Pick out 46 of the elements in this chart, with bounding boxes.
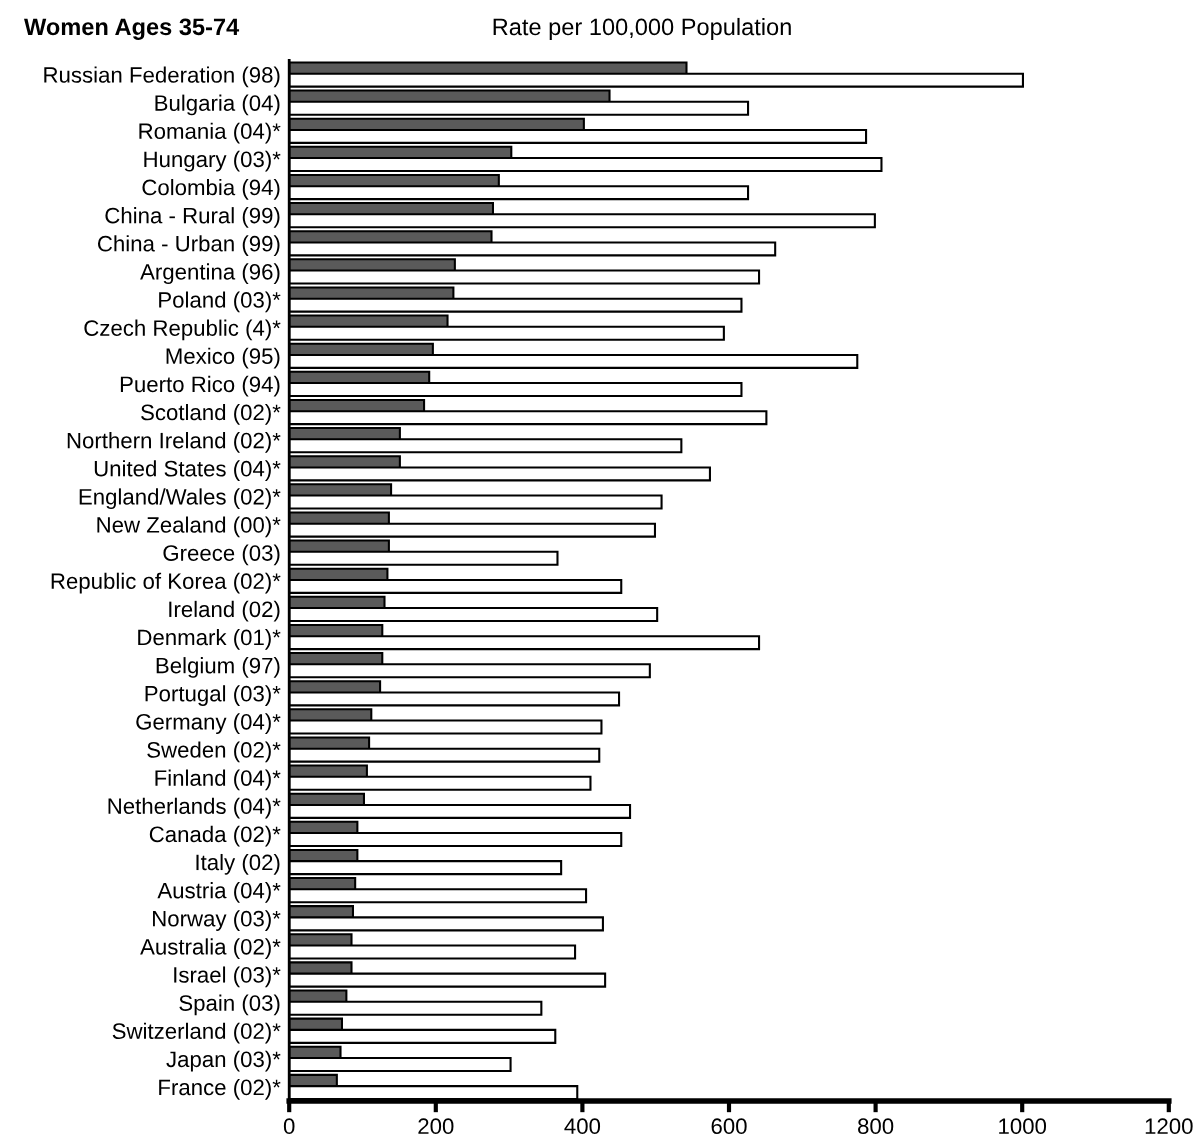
y-tick-label: Canada (02)* (149, 825, 281, 847)
y-tick-label: Sweden (02)* (147, 741, 281, 763)
x-tick-label: 800 (858, 1118, 894, 1135)
y-tick-label: Australia (02)* (140, 938, 281, 960)
y-tick-label: United States (04)* (94, 460, 281, 481)
y-tick-label: New Zealand (00)* (97, 516, 281, 538)
y-tick-label: China - Urban (99) (97, 235, 280, 256)
y-tick-label: Israel (03)* (174, 966, 281, 988)
y-tick-label: Scotland (02)* (141, 403, 281, 425)
y-tick-label: Bulgaria (04) (155, 94, 280, 116)
chart-subtitle: Rate per 100,000 Population (493, 17, 791, 40)
y-tick-label: Colombia (94) (142, 178, 280, 200)
y-tick-label: Italy (02) (196, 853, 280, 875)
y-tick-label: Austria (04)* (157, 882, 281, 903)
y-tick-label: Switzerland (02)* (112, 1022, 281, 1044)
y-tick-label: Greece (03) (163, 544, 280, 566)
x-tick-label: 1000 (999, 1118, 1047, 1135)
chart-title: Women Ages 35-74 (24, 18, 240, 40)
y-tick-label: Czech Republic (4)* (84, 319, 281, 341)
x-tick-label: 200 (418, 1118, 454, 1135)
y-tick-label: Japan (03)* (166, 1050, 281, 1072)
y-tick-label: Romania (04)* (139, 122, 281, 144)
y-tick-label: Ireland (02) (169, 600, 280, 622)
y-tick-label: Mexico (95) (166, 347, 280, 369)
y-tick-label: Norway (03)* (153, 910, 281, 931)
y-tick-label: Northern Ireland (02)* (67, 432, 281, 453)
y-tick-label: Belgium (97) (156, 657, 280, 678)
y-tick-label: France (02)* (159, 1078, 281, 1100)
x-tick-label: 400 (564, 1118, 601, 1135)
y-tick-label: Denmark (01)* (138, 628, 281, 650)
y-tick-label: Finland (04)* (155, 769, 281, 791)
y-tick-label: Portugal (03)* (145, 685, 281, 706)
y-tick-label: Argentina (96) (140, 263, 280, 285)
y-tick-label: China - Rural (99) (105, 207, 280, 228)
y-tick-label: Republic of Korea (02)* (51, 572, 281, 594)
x-tick-label: 1200 (1145, 1118, 1193, 1135)
y-tick-label: Puerto Rico (94) (120, 375, 280, 397)
x-tick-label: 600 (711, 1118, 747, 1135)
x-tick-label: 0 (283, 1118, 295, 1135)
y-tick-label: Netherlands (04)* (108, 797, 281, 819)
y-tick-label: Germany (04)* (136, 713, 281, 735)
y-tick-label: England/Wales (02)* (79, 488, 281, 510)
y-tick-label: Spain (03) (179, 994, 280, 1016)
y-tick-label: Poland (03)* (159, 291, 281, 313)
y-tick-label: Hungary (03)* (144, 150, 281, 172)
y-tick-label: Russian Federation (98) (44, 66, 280, 88)
